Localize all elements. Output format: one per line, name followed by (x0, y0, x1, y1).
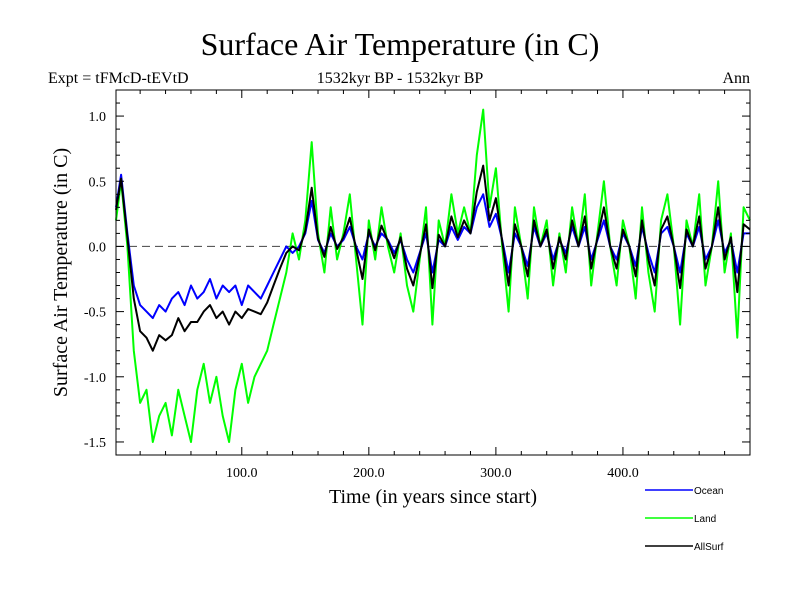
x-tick-label: 100.0 (226, 466, 258, 481)
season-label: Ann (722, 70, 750, 87)
legend-label-ocean: Ocean (694, 486, 723, 497)
y-tick-label: 0.5 (89, 175, 107, 190)
legend-label-allsurf: AllSurf (694, 542, 724, 553)
y-tick-label: -1.5 (84, 436, 106, 451)
series-line-allsurf (115, 164, 751, 352)
y-tick-label: -1.0 (84, 371, 106, 386)
x-tick-label: 200.0 (353, 466, 385, 481)
period-label: 1532kyr BP - 1532kyr BP (316, 70, 484, 87)
x-tick-label: 300.0 (480, 466, 512, 481)
legend-label-land: Land (694, 514, 716, 525)
x-axis-label: Time (in years since start) (329, 486, 537, 508)
experiment-label: Expt = tFMcD-tEVtD (48, 70, 189, 87)
x-tick-label: 400.0 (607, 466, 639, 481)
chart-title: Surface Air Temperature (in C) (200, 26, 600, 62)
y-tick-label: -0.5 (84, 306, 106, 321)
y-tick-label: 0.0 (89, 240, 107, 255)
y-tick-label: 1.0 (89, 110, 107, 125)
y-axis-label: Surface Air Temperature (in C) (50, 148, 72, 397)
